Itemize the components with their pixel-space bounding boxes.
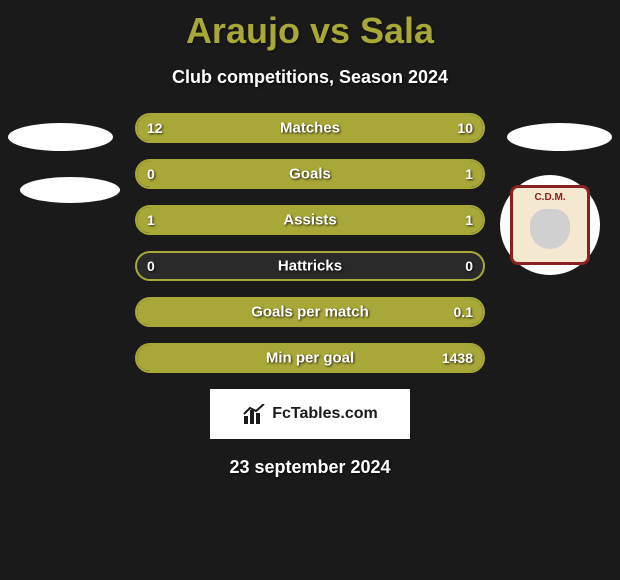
player-right-avatar-placeholder xyxy=(507,123,612,151)
stat-row-goals-per-match: Goals per match 0.1 xyxy=(135,297,485,327)
stat-label: Hattricks xyxy=(137,258,483,275)
stat-value-right: 0 xyxy=(465,258,473,274)
stat-row-hattricks: 0 Hattricks 0 xyxy=(135,251,485,281)
stat-label: Goals xyxy=(137,166,483,183)
footer-brand-box: FcTables.com xyxy=(210,389,410,439)
stat-value-right: 1 xyxy=(465,212,473,228)
club-badge: C.D.M. xyxy=(500,175,600,275)
chart-icon xyxy=(242,404,266,424)
player-left-badge-placeholder xyxy=(20,177,120,203)
stat-row-assists: 1 Assists 1 xyxy=(135,205,485,235)
stats-container: 12 Matches 10 0 Goals 1 1 Assists 1 0 Ha… xyxy=(135,113,485,373)
stat-label: Goals per match xyxy=(137,304,483,321)
stat-value-right: 10 xyxy=(457,120,473,136)
stat-label: Matches xyxy=(137,120,483,137)
stat-value-right: 1 xyxy=(465,166,473,182)
stat-value-right: 1438 xyxy=(442,350,473,366)
stat-row-matches: 12 Matches 10 xyxy=(135,113,485,143)
footer-brand-text: FcTables.com xyxy=(272,405,378,423)
page-title: Araujo vs Sala xyxy=(0,0,620,52)
stat-row-min-per-goal: Min per goal 1438 xyxy=(135,343,485,373)
stat-label: Assists xyxy=(137,212,483,229)
rooster-icon xyxy=(530,209,570,249)
player-left-avatar-placeholder xyxy=(8,123,113,151)
club-badge-inner: C.D.M. xyxy=(510,185,590,265)
date-text: 23 september 2024 xyxy=(0,457,620,478)
subtitle: Club competitions, Season 2024 xyxy=(0,67,620,88)
stat-row-goals: 0 Goals 1 xyxy=(135,159,485,189)
stat-value-right: 0.1 xyxy=(454,304,473,320)
stat-label: Min per goal xyxy=(137,350,483,367)
club-badge-text: C.D.M. xyxy=(534,192,565,203)
